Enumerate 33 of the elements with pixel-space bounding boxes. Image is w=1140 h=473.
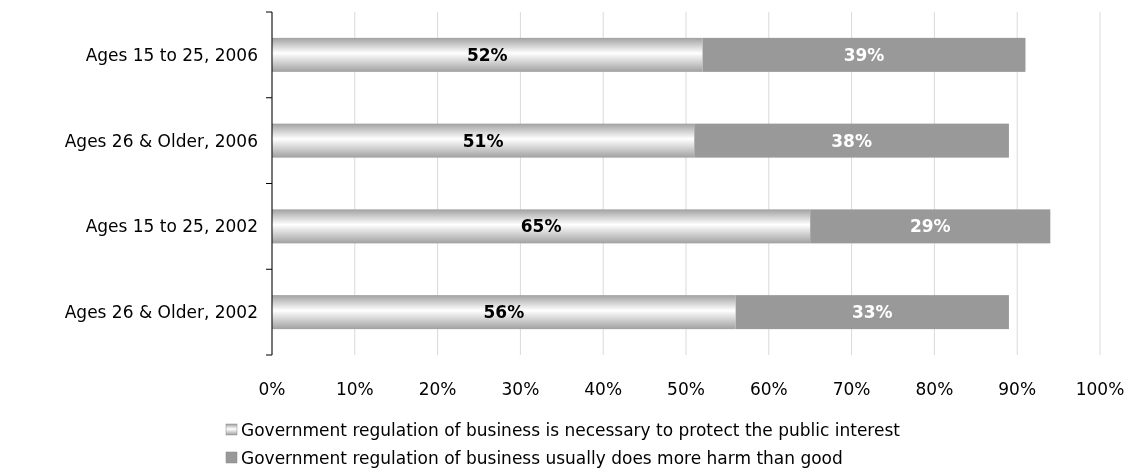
bar bbox=[272, 37, 703, 72]
legend-label: Government regulation of business is necessary to protect the public interest bbox=[241, 419, 901, 440]
x-tick-label: 90% bbox=[998, 378, 1037, 399]
x-tick-label: 80% bbox=[915, 378, 954, 399]
x-tick-label: 100% bbox=[1075, 378, 1125, 399]
y-tick-label: Ages 26 & Older, 2002 bbox=[64, 302, 258, 323]
bar bbox=[272, 209, 811, 244]
x-tick-label: 60% bbox=[749, 378, 788, 399]
y-tick-label: Ages 26 & Older, 2006 bbox=[64, 130, 258, 151]
x-tick-label: 20% bbox=[418, 378, 457, 399]
x-tick-label: 0% bbox=[258, 378, 286, 399]
legend-label: Government regulation of business usually does more harm than good bbox=[241, 447, 843, 468]
bar bbox=[702, 37, 1026, 72]
bar bbox=[272, 295, 736, 330]
x-tick-label: 10% bbox=[335, 378, 374, 399]
x-tick-label: 70% bbox=[832, 378, 871, 399]
y-tick-label: Ages 15 to 25, 2002 bbox=[85, 216, 258, 237]
data-label: 56% bbox=[483, 302, 525, 323]
x-tick-label: 50% bbox=[667, 378, 705, 399]
y-tick-label: Ages 15 to 25, 2006 bbox=[85, 44, 258, 65]
bar bbox=[735, 295, 1009, 330]
data-label: 39% bbox=[843, 44, 885, 65]
data-label: 29% bbox=[909, 216, 951, 237]
data-label: 38% bbox=[831, 130, 872, 151]
bar bbox=[694, 123, 1009, 158]
data-label: 51% bbox=[462, 130, 504, 151]
bar bbox=[810, 209, 1051, 244]
data-label: 33% bbox=[851, 302, 893, 323]
x-tick-label: 30% bbox=[501, 378, 540, 399]
x-tick-label: 40% bbox=[584, 378, 623, 399]
data-label: 52% bbox=[466, 44, 508, 65]
bar bbox=[272, 123, 695, 158]
data-label: 65% bbox=[520, 216, 562, 237]
